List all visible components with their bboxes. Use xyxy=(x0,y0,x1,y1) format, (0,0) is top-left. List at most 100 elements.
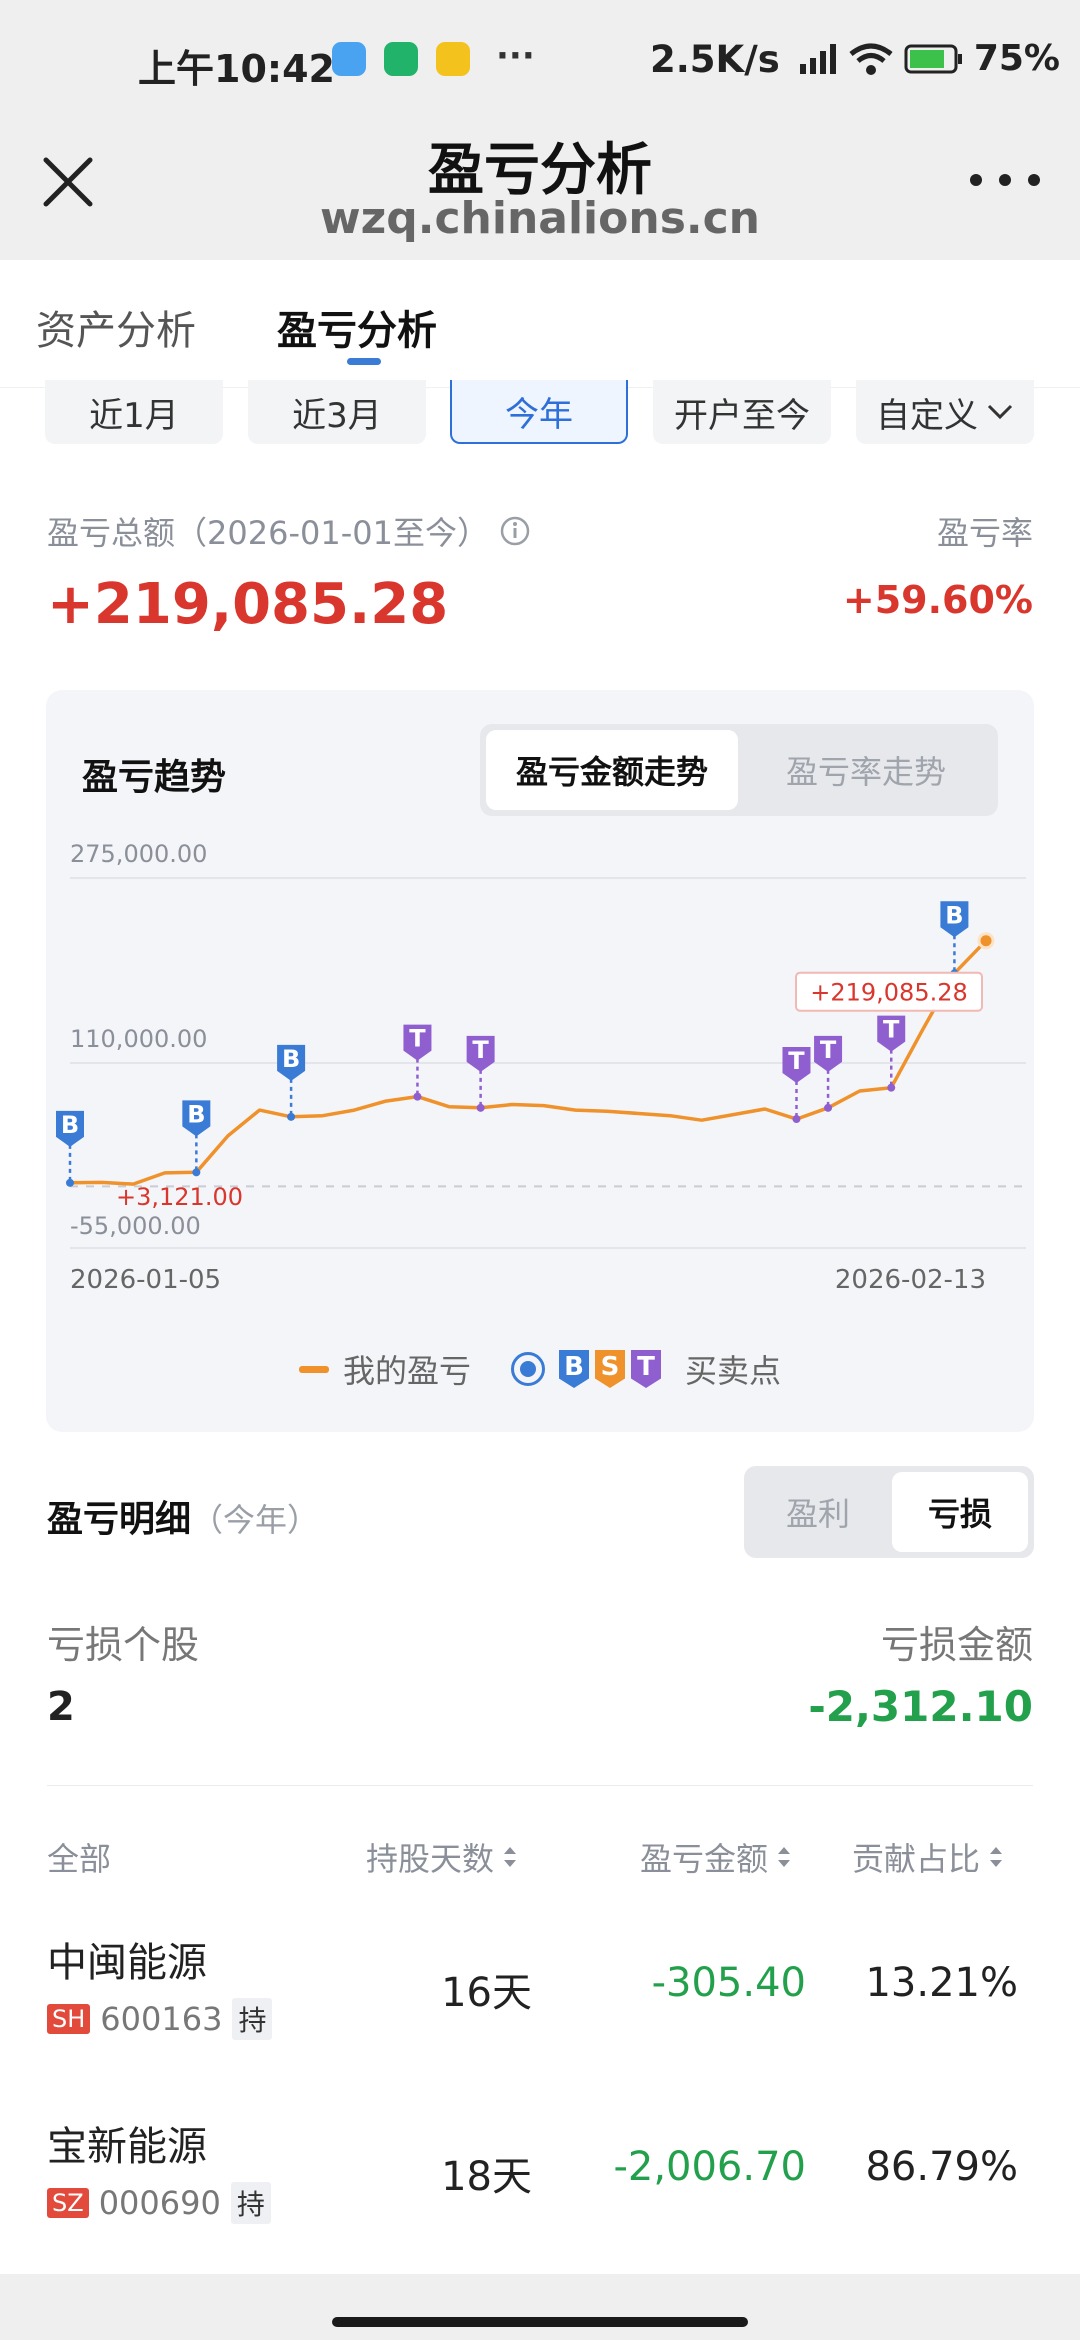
chart-mode-toggle: 盈亏金额走势 盈亏率走势 xyxy=(480,724,998,816)
total-pnl-label: 盈亏总额（2026-01-01至今） xyxy=(47,508,531,554)
y-tick-label: -55,000.00 xyxy=(70,1212,201,1240)
chart-title: 盈亏趋势 xyxy=(82,757,227,798)
period-3m[interactable]: 近3月 xyxy=(248,380,426,444)
contribution-share: 86.79% xyxy=(865,2144,1018,2190)
x-tick-label: 2026-02-13 xyxy=(835,1265,986,1295)
toggle-rate-trend[interactable]: 盈亏率走势 xyxy=(785,753,946,791)
battery-icon xyxy=(904,44,962,73)
trade-marker-flag xyxy=(782,1047,811,1084)
car-notification-icon xyxy=(436,42,470,76)
annotation-start-value: +3,121.00 xyxy=(116,1183,243,1211)
info-icon[interactable] xyxy=(499,515,531,547)
sort-icon xyxy=(990,1847,1003,1867)
trade-marker-flag xyxy=(940,901,969,938)
pnl-rate-value: +59.60% xyxy=(842,578,1033,622)
battery-percent: 75% xyxy=(973,38,1060,79)
column-all[interactable]: 全部 xyxy=(47,1834,111,1880)
annotation-box xyxy=(795,971,983,1012)
sell-marker-icon: S xyxy=(595,1350,625,1388)
period-selector: 近1月 近3月 今年 开户至今 自定义 xyxy=(45,380,1035,444)
sort-icon xyxy=(504,1847,517,1867)
trade-marker-flag xyxy=(466,1035,495,1072)
page-title: 盈亏分析 xyxy=(428,138,652,203)
chart-legend: 我的盈亏 B S T 买卖点 xyxy=(46,1346,1034,1392)
trade-marker-dot xyxy=(824,1103,833,1112)
trade-marker-label: B xyxy=(945,901,963,929)
detail-title-text: 盈亏明细 xyxy=(47,1499,192,1540)
status-time: 上午10:42 xyxy=(138,47,335,91)
legend-series-label: 我的盈亏 xyxy=(342,1352,471,1390)
annotation-end-value: +219,085.28 xyxy=(810,979,968,1007)
page-domain: wzq.chinalions.cn xyxy=(320,193,760,244)
profit-loss-toggle: 盈利 亏损 xyxy=(744,1466,1034,1558)
legend-points-label: 买卖点 xyxy=(685,1352,782,1390)
divider xyxy=(47,1785,1033,1786)
column-all-label: 全部 xyxy=(47,1840,112,1878)
trade-marker-flag xyxy=(814,1035,843,1072)
trade-marker-flag xyxy=(182,1100,211,1137)
trade-marker-dot xyxy=(287,1112,296,1121)
trade-marker-dot xyxy=(792,1115,801,1124)
trade-marker-flag xyxy=(277,1044,306,1081)
period-ytd[interactable]: 今年 xyxy=(450,380,628,444)
pnl-amount: -2,006.70 xyxy=(613,2144,806,2190)
loss-count-label: 亏损个股 xyxy=(47,1623,200,1667)
y-tick-label: 110,000.00 xyxy=(70,1025,207,1053)
hold-days: 16天 xyxy=(441,1970,532,2016)
column-pnl-amount-label: 盈亏金额 xyxy=(640,1840,769,1878)
header: 盈亏分析 wzq.chinalions.cn xyxy=(0,120,1080,260)
dot-icon xyxy=(999,174,1011,186)
legend-line-swatch xyxy=(298,1365,329,1373)
loss-count-value: 2 xyxy=(47,1684,75,1730)
network-speed: 2.5K/s xyxy=(650,38,780,81)
active-tab-indicator xyxy=(347,358,381,365)
column-contribution[interactable]: 贡献占比 xyxy=(852,1834,1004,1880)
series-line xyxy=(69,939,988,1186)
trade-marker-label: T xyxy=(883,1016,900,1044)
shield-notification-icon xyxy=(384,42,418,76)
trade-marker-label: B xyxy=(61,1111,79,1139)
total-pnl-value: +219,085.28 xyxy=(47,572,449,637)
more-notifications-icon: ··· xyxy=(496,36,535,76)
market-badge: SZ xyxy=(47,2188,89,2218)
tab-pnl-analysis[interactable]: 盈亏分析 xyxy=(277,308,437,354)
trade-marker-label: T xyxy=(788,1047,805,1075)
pnl-amount: -305.40 xyxy=(651,1960,806,2006)
toggle-loss[interactable]: 亏损 xyxy=(892,1472,1028,1552)
x-tick-label: 2026-01-05 xyxy=(70,1265,221,1295)
column-hold-days[interactable]: 持股天数 xyxy=(366,1834,518,1880)
stock-name: 中闽能源 xyxy=(47,1940,207,1986)
trade-marker-label: T xyxy=(472,1036,489,1064)
last-point xyxy=(977,932,995,950)
home-indicator[interactable] xyxy=(332,2317,748,2327)
trade-marker-flag xyxy=(877,1015,906,1052)
trade-points-toggle[interactable] xyxy=(511,1352,545,1386)
stock-name: 宝新能源 xyxy=(47,2124,207,2170)
more-menu-button[interactable] xyxy=(970,165,1040,195)
period-1m[interactable]: 近1月 xyxy=(45,380,223,444)
column-pnl-amount[interactable]: 盈亏金额 xyxy=(640,1834,792,1880)
sort-icon xyxy=(778,1847,791,1867)
status-right: 75% xyxy=(798,38,1060,79)
column-hold-days-label: 持股天数 xyxy=(366,1840,495,1878)
toggle-profit[interactable]: 盈利 xyxy=(785,1495,850,1533)
trade-marker-label: B xyxy=(282,1045,300,1073)
total-pnl-label-text: 盈亏总额（2026-01-01至今） xyxy=(47,514,489,552)
wifi-icon xyxy=(849,43,893,75)
pnl-trend-chart[interactable]: 275,000.00 110,000.00 -55,000.00 2026-01-05… xyxy=(46,690,1034,1432)
period-custom-label: 自定义 xyxy=(876,395,978,436)
trade-marker-dot xyxy=(887,1083,896,1092)
dot-icon xyxy=(970,174,982,186)
dot-icon xyxy=(1028,174,1040,186)
detail-title: 盈亏明细（今年） xyxy=(47,1490,319,1542)
tab-asset-analysis[interactable]: 资产分析 xyxy=(36,308,196,354)
toggle-amount-trend[interactable]: 盈亏金额走势 xyxy=(486,730,738,810)
trade-marker-dot xyxy=(476,1103,485,1112)
period-custom[interactable]: 自定义 xyxy=(856,380,1034,444)
holding-badge: 持 xyxy=(232,1998,273,2040)
pnl-trend-card: 275,000.00 110,000.00 -55,000.00 2026-01-05… xyxy=(46,690,1034,1432)
pnl-rate-label: 盈亏率 xyxy=(936,514,1033,552)
chevron-down-icon xyxy=(987,404,1013,420)
close-icon[interactable] xyxy=(38,152,98,212)
period-since-open[interactable]: 开户至今 xyxy=(653,380,831,444)
